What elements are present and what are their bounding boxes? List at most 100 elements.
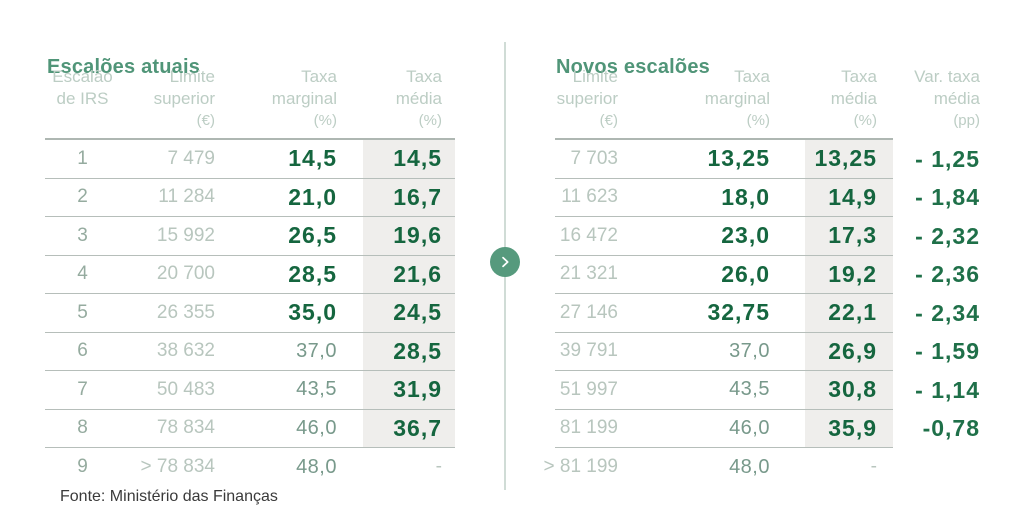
marginal-rate-column-header: Taxa marginal (%) — [217, 66, 363, 132]
marginal-rate-cell: 26,0 — [721, 260, 770, 287]
average-rate-cell: 30,8 — [805, 371, 893, 409]
table-row: 51 997 43,5 30,8 - 1,14 — [555, 371, 980, 410]
header-line: (pp) — [953, 112, 980, 129]
chevron-right-icon — [497, 254, 513, 270]
header-line: média — [830, 89, 877, 108]
table-row: 16 472 23,0 17,3 - 2,32 — [555, 217, 980, 256]
average-rate-cell: 24,5 — [363, 294, 455, 332]
average-rate-cell: 13,25 — [805, 140, 893, 178]
upper-limit-cell: 39 791 — [559, 340, 618, 362]
row-ruled-area: 21 321 26,0 19,2 — [555, 255, 893, 294]
header-rule — [45, 138, 455, 140]
table-row: 6 38 632 37,0 28,5 — [45, 332, 455, 371]
bracket-number-cell: 5 — [77, 301, 88, 323]
header-line: de IRS — [56, 89, 109, 108]
upper-limit-cell: 21 321 — [559, 263, 618, 285]
bracket-number-cell: 2 — [77, 186, 88, 208]
marginal-rate-column-header: Taxa marginal (%) — [630, 66, 805, 132]
marginal-rate-cell: 46,0 — [729, 416, 770, 439]
marginal-rate-cell: 35,0 — [288, 299, 337, 326]
row-ruled-area: 11 623 18,0 14,9 — [555, 178, 893, 217]
bracket-number-cell: 6 — [77, 340, 88, 362]
header-line: Limite — [169, 67, 215, 86]
source-note: Fonte: Ministério das Finanças — [60, 488, 278, 505]
upper-limit-cell: 26 355 — [156, 301, 215, 323]
current-brackets-header-row: Escalão de IRS Limite superior (€) Taxa margin… — [45, 66, 455, 132]
row-ruled-area: 27 146 32,75 22,1 — [555, 294, 893, 333]
average-rate-cell: 22,1 — [805, 294, 893, 332]
marginal-rate-cell: 48,0 — [729, 455, 770, 478]
average-rate-cell: 19,2 — [805, 255, 893, 293]
upper-limit-cell: 11 284 — [158, 186, 215, 208]
upper-limit-column-header: Limite superior (€) — [555, 66, 630, 132]
header-line: superior — [556, 89, 618, 108]
row-ruled-area: 81 199 46,0 35,9 — [555, 409, 893, 448]
bracket-number-cell: 3 — [77, 224, 88, 246]
average-rate-cell: 28,5 — [363, 332, 455, 370]
header-line: média — [395, 89, 442, 108]
marginal-rate-cell: 13,25 — [707, 145, 770, 172]
row-ruled-area: 7 703 13,25 13,25 — [555, 140, 893, 179]
marginal-rate-cell: 21,0 — [288, 183, 337, 210]
header-line: (%) — [746, 112, 770, 129]
average-rate-cell: 14,5 — [363, 140, 455, 178]
upper-limit-cell: 78 834 — [156, 417, 215, 439]
new-brackets-title: Novos escalões — [556, 55, 710, 78]
header-line: marginal — [704, 89, 770, 108]
header-line: (€) — [599, 112, 618, 129]
header-line: (€) — [196, 112, 215, 129]
table-row: 8 78 834 46,0 36,7 — [45, 409, 455, 448]
upper-limit-cell: 38 632 — [156, 340, 215, 362]
header-line: média — [933, 89, 980, 108]
average-rate-cell: 26,9 — [805, 332, 893, 370]
header-line: (%) — [418, 112, 442, 129]
upper-limit-cell: > 78 834 — [140, 456, 216, 478]
table-row: 21 321 26,0 19,2 - 2,36 — [555, 255, 980, 294]
marginal-rate-cell: 43,5 — [729, 378, 770, 401]
variation-cell: - 2,36 — [915, 261, 980, 288]
upper-limit-cell: 11 623 — [561, 186, 618, 208]
header-line: Escalão — [52, 67, 113, 86]
variation-cell: - 1,14 — [915, 376, 980, 403]
table-row: 5 26 355 35,0 24,5 — [45, 294, 455, 333]
row-ruled-area: 51 997 43,5 30,8 — [555, 371, 893, 410]
upper-limit-cell: 15 992 — [156, 224, 215, 246]
upper-limit-cell: > 81 199 — [543, 456, 619, 478]
header-line: superior — [153, 89, 215, 108]
bracket-number-cell: 7 — [77, 378, 88, 400]
variation-cell: - 2,34 — [915, 299, 980, 326]
bracket-number-cell: 9 — [77, 456, 88, 478]
average-rate-cell: 14,9 — [805, 178, 893, 216]
table-row: 9 > 78 834 48,0 - — [45, 448, 455, 487]
upper-limit-cell: 7 479 — [167, 147, 215, 169]
marginal-rate-cell: 18,0 — [721, 183, 770, 210]
upper-limit-cell: 20 700 — [156, 263, 215, 285]
marginal-rate-cell: 46,0 — [296, 416, 337, 439]
header-line: (%) — [853, 112, 877, 129]
average-rate-column-header: Taxa média (%) — [805, 66, 893, 132]
average-rate-column-header: Taxa média (%) — [363, 66, 455, 132]
header-line: Var. taxa — [914, 67, 980, 86]
upper-limit-cell: 51 997 — [559, 378, 618, 400]
table-row: 1 7 479 14,5 14,5 — [45, 140, 455, 179]
table-row: 7 703 13,25 13,25 - 1,25 — [555, 140, 980, 179]
upper-limit-cell: 81 199 — [559, 417, 618, 439]
row-ruled-area: 16 472 23,0 17,3 — [555, 217, 893, 256]
table-row: 81 199 46,0 35,9 -0,78 — [555, 409, 980, 448]
new-brackets-table: 7 703 13,25 13,25 - 1,25 11 623 18,0 14,9 - 1,8… — [543, 140, 980, 487]
row-ruled-area: > 81 199 48,0 - — [543, 448, 893, 487]
variation-cell: -0,78 — [922, 415, 980, 442]
upper-limit-cell: 7 703 — [570, 147, 618, 169]
average-rate-cell: - — [435, 456, 442, 478]
header-line: Taxa — [301, 67, 337, 86]
header-line: (%) — [313, 112, 337, 129]
header-line: Taxa — [734, 67, 770, 86]
bracket-column-header: Escalão de IRS — [45, 66, 120, 132]
table-row: 11 623 18,0 14,9 - 1,84 — [555, 178, 980, 217]
upper-limit-column-header: Limite superior (€) — [120, 66, 217, 132]
table-row: > 81 199 48,0 - — [543, 448, 980, 487]
upper-limit-cell: 27 146 — [559, 301, 618, 323]
header-line — [45, 110, 120, 132]
average-rate-cell: 35,9 — [805, 409, 893, 447]
marginal-rate-cell: 14,5 — [288, 145, 337, 172]
